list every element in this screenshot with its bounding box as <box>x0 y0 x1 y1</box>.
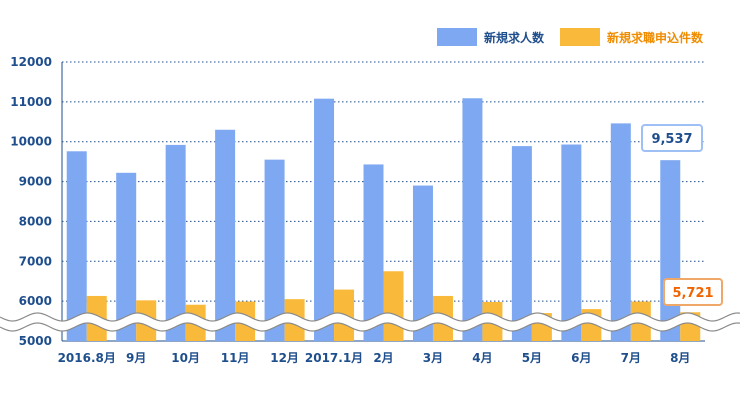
x-tick-label: 7月 <box>621 351 641 365</box>
legend-label-new-applications: 新規求職申込件数 <box>607 30 704 45</box>
bar-new-openings <box>116 172 137 341</box>
callout-box <box>641 124 703 152</box>
legend: 新規求人数 新規求職申込件数 <box>437 28 704 46</box>
x-tick-label: 9月 <box>126 351 146 365</box>
y-tick-label: 6000 <box>19 294 52 308</box>
value-callouts: 9,537 5,721 <box>641 124 723 306</box>
callout-value: 9,537 <box>651 132 692 147</box>
x-tick-label: 6月 <box>571 351 591 365</box>
axis-break-band <box>0 313 740 331</box>
bar-new-openings <box>215 129 236 341</box>
bar-new-openings <box>66 151 87 341</box>
legend-label-new-openings: 新規求人数 <box>484 30 545 45</box>
x-tick-label: 2016.8月 <box>58 351 116 365</box>
y-tick-label: 9000 <box>19 175 52 189</box>
legend-swatch-new-openings <box>437 28 477 46</box>
y-tick-label: 12000 <box>10 55 52 69</box>
callout-box <box>663 278 723 306</box>
series-new-openings <box>66 98 681 342</box>
bar-new-openings <box>314 98 335 341</box>
y-axis-ticks: 5000 6000 7000 8000 9000 10000 11000 12000 <box>10 55 52 348</box>
x-tick-label: 2017.1月 <box>305 351 363 365</box>
x-tick-label: 3月 <box>423 351 443 365</box>
bar-new-applications <box>383 271 404 341</box>
bar-new-openings <box>165 144 186 341</box>
x-axis-ticks: 2016.8月 9月 10月 11月 12月 2017.1月 2月 3月 4月 5月 6月 7月 8月 <box>58 351 691 365</box>
bar-new-openings <box>462 98 483 342</box>
bar-new-openings <box>412 185 433 341</box>
bar-new-openings <box>610 123 631 341</box>
bar-new-openings <box>264 159 285 341</box>
x-tick-label: 11月 <box>221 351 250 365</box>
y-tick-label: 7000 <box>19 254 52 268</box>
bar-new-openings <box>561 144 582 341</box>
y-tick-label: 10000 <box>10 135 52 149</box>
x-tick-label: 5月 <box>522 351 542 365</box>
y-tick-label: 8000 <box>19 214 52 228</box>
callout-value: 5,721 <box>672 286 713 301</box>
x-tick-label: 10月 <box>171 351 200 365</box>
y-tick-label: 11000 <box>10 95 52 109</box>
axis-break-wave <box>0 312 740 332</box>
axis-break-line <box>0 312 740 322</box>
bar-new-openings <box>511 146 532 341</box>
legend-swatch-new-applications <box>560 28 600 46</box>
x-tick-label: 4月 <box>472 351 492 365</box>
bar-new-openings <box>363 164 384 341</box>
bar-new-openings <box>660 160 681 341</box>
y-tick-label: 5000 <box>19 334 52 348</box>
x-tick-label: 8月 <box>670 351 690 365</box>
x-tick-label: 2月 <box>373 351 393 365</box>
x-tick-label: 12月 <box>270 351 299 365</box>
axis-break-line <box>0 322 740 332</box>
